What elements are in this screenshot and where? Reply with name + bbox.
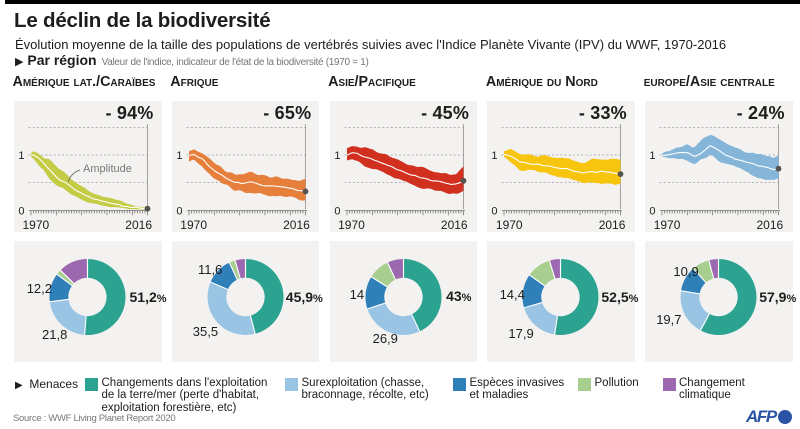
svg-text:1: 1 [18, 150, 24, 162]
svg-text:0: 0 [650, 206, 656, 218]
svg-text:1: 1 [650, 150, 656, 162]
svg-text:1: 1 [492, 150, 498, 162]
svg-text:0: 0 [176, 206, 182, 218]
svg-text:1: 1 [176, 150, 182, 162]
svg-text:0: 0 [334, 206, 340, 218]
svg-text:0: 0 [18, 206, 24, 218]
svg-text:Amplitude: Amplitude [83, 163, 132, 175]
svg-text:1: 1 [334, 150, 340, 162]
svg-text:0: 0 [492, 206, 498, 218]
